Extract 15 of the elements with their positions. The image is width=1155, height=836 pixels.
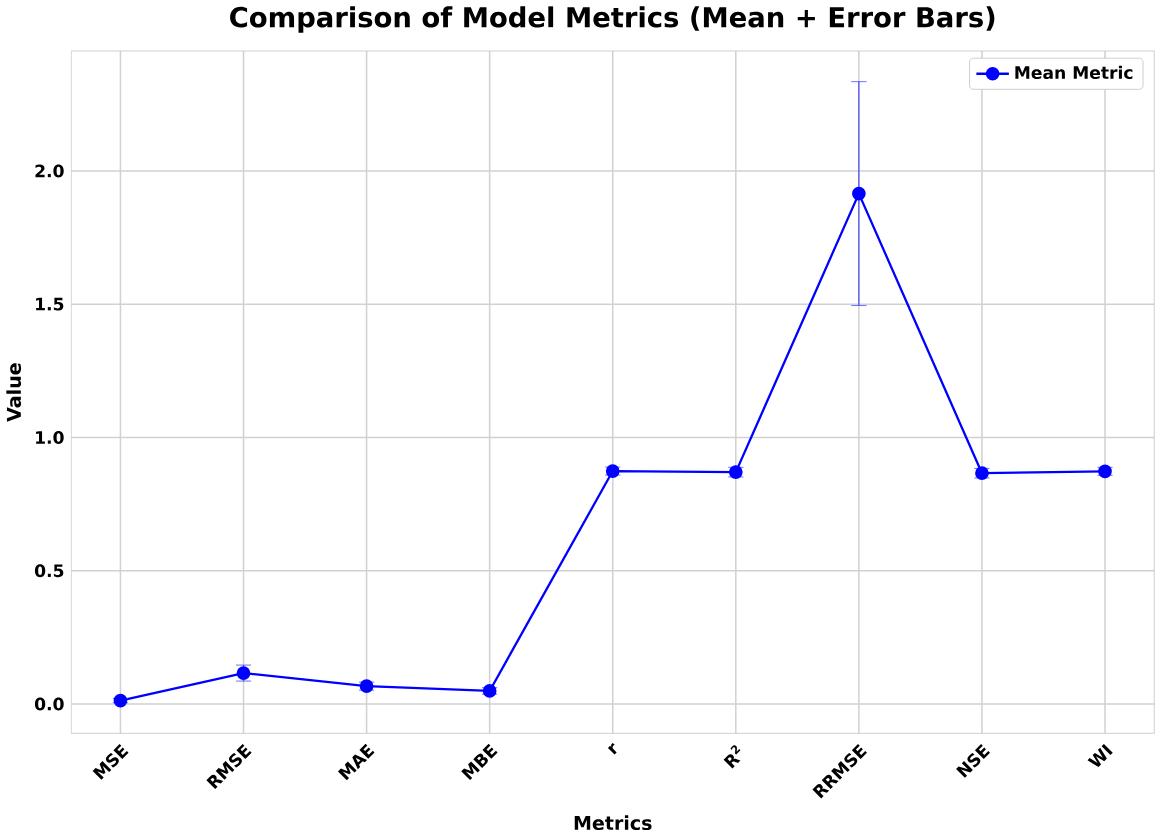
point xyxy=(852,186,866,201)
y-axis-title: Value xyxy=(6,363,22,422)
y-tick-label: 2.0 xyxy=(35,164,64,178)
x-tick-label: R$^{2}$ xyxy=(723,745,741,769)
point xyxy=(113,693,128,708)
chart-title: Comparison of Model Metrics (Mean + Error Bars) xyxy=(230,6,995,33)
x-axis-title: Metrics xyxy=(574,815,652,830)
y-tick-label: 0.5 xyxy=(34,564,64,577)
legend-label: Mean Metric xyxy=(1015,65,1133,79)
y-tick-label: 1.5 xyxy=(36,297,64,311)
x-tick-label: r xyxy=(607,742,617,755)
y-tick-label: 1.0 xyxy=(36,430,64,444)
x-tick-label: WI xyxy=(1087,743,1113,767)
point xyxy=(482,683,497,698)
y-tick-label: 0.0 xyxy=(34,697,64,711)
